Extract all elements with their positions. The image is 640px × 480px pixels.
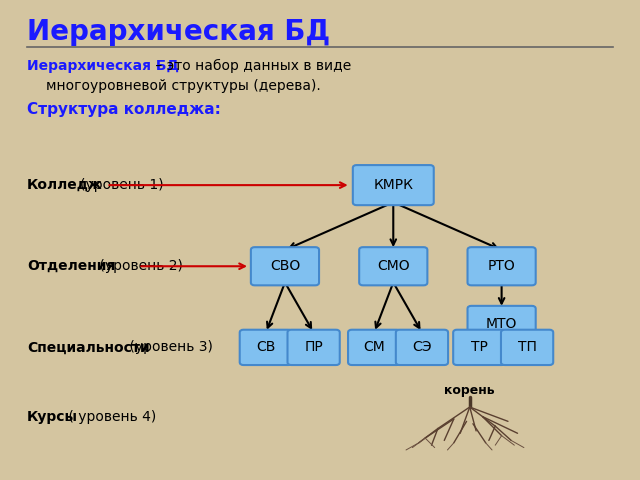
- Text: СЭ: СЭ: [412, 340, 432, 354]
- Text: СВ: СВ: [256, 340, 276, 354]
- Text: Отделения: Отделения: [27, 259, 115, 273]
- FancyBboxPatch shape: [348, 330, 400, 365]
- FancyBboxPatch shape: [353, 165, 434, 205]
- Text: (уровень 1): (уровень 1): [79, 178, 163, 192]
- Text: Специальности: Специальности: [27, 340, 150, 354]
- Text: СМО: СМО: [377, 259, 410, 273]
- FancyBboxPatch shape: [467, 306, 536, 341]
- Text: ТР: ТР: [471, 340, 488, 354]
- Text: (уровень 2): (уровень 2): [95, 259, 182, 273]
- Text: ТП: ТП: [518, 340, 536, 354]
- FancyBboxPatch shape: [396, 330, 448, 365]
- Text: многоуровневой структуры (дерева).: многоуровневой структуры (дерева).: [46, 79, 321, 93]
- FancyBboxPatch shape: [251, 247, 319, 285]
- Text: Иерархическая БД: Иерархическая БД: [27, 18, 330, 46]
- Text: РТО: РТО: [488, 259, 515, 273]
- Text: Колледж: Колледж: [27, 178, 102, 192]
- FancyBboxPatch shape: [453, 330, 506, 365]
- FancyBboxPatch shape: [359, 247, 428, 285]
- Text: СМ: СМ: [364, 340, 385, 354]
- Text: Иерархическая БД: Иерархическая БД: [27, 59, 179, 72]
- FancyBboxPatch shape: [467, 247, 536, 285]
- Text: Структура колледжа:: Структура колледжа:: [27, 102, 221, 117]
- Text: КМРК: КМРК: [373, 178, 413, 192]
- FancyBboxPatch shape: [287, 330, 340, 365]
- Text: – это набор данных в виде: – это набор данных в виде: [151, 59, 351, 73]
- Text: ( уровень 4): ( уровень 4): [65, 409, 157, 423]
- Text: МТО: МТО: [486, 316, 517, 331]
- Text: Курсы: Курсы: [27, 409, 78, 423]
- Text: ПР: ПР: [304, 340, 323, 354]
- Text: корень: корень: [444, 384, 495, 397]
- FancyBboxPatch shape: [240, 330, 292, 365]
- Text: (уровень 3): (уровень 3): [125, 340, 212, 354]
- FancyBboxPatch shape: [501, 330, 553, 365]
- Text: СВО: СВО: [270, 259, 300, 273]
